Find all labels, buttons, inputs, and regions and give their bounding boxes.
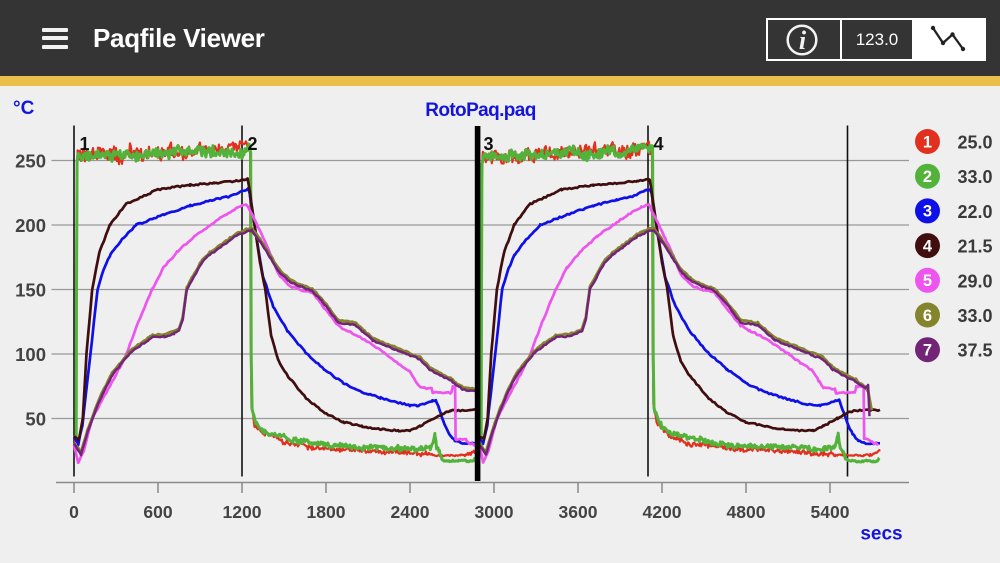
- svg-text:50: 50: [25, 409, 46, 430]
- svg-text:25.0: 25.0: [958, 133, 993, 153]
- svg-text:29.0: 29.0: [958, 271, 993, 291]
- svg-text:37.5: 37.5: [958, 341, 993, 361]
- svg-text:4200: 4200: [643, 502, 682, 522]
- svg-text:°C: °C: [13, 98, 35, 119]
- svg-text:150: 150: [15, 280, 46, 301]
- svg-text:secs: secs: [860, 524, 902, 545]
- svg-text:3000: 3000: [475, 502, 514, 522]
- svg-text:RotoPaq.paq: RotoPaq.paq: [425, 100, 536, 121]
- svg-text:600: 600: [143, 502, 172, 522]
- svg-text:33.0: 33.0: [958, 167, 993, 187]
- svg-text:3: 3: [484, 134, 494, 154]
- svg-text:4: 4: [654, 134, 664, 154]
- svg-text:3: 3: [923, 203, 932, 221]
- svg-text:100: 100: [15, 344, 46, 365]
- svg-text:4800: 4800: [727, 502, 766, 522]
- svg-text:21.5: 21.5: [958, 237, 993, 257]
- svg-text:5400: 5400: [811, 502, 850, 522]
- svg-text:1: 1: [80, 134, 90, 154]
- svg-text:3600: 3600: [559, 502, 598, 522]
- svg-text:6: 6: [923, 307, 932, 325]
- svg-text:1800: 1800: [307, 502, 346, 522]
- svg-text:i: i: [799, 26, 807, 55]
- svg-text:1: 1: [923, 133, 932, 151]
- svg-text:4: 4: [923, 237, 933, 255]
- svg-text:250: 250: [15, 151, 46, 172]
- svg-text:7: 7: [923, 342, 932, 360]
- svg-text:200: 200: [15, 215, 46, 236]
- svg-text:5: 5: [923, 272, 932, 290]
- svg-text:33.0: 33.0: [958, 306, 993, 326]
- svg-text:2: 2: [923, 168, 932, 186]
- svg-text:1200: 1200: [223, 502, 262, 522]
- svg-text:2400: 2400: [391, 502, 430, 522]
- svg-text:22.0: 22.0: [958, 202, 993, 222]
- svg-text:0: 0: [69, 502, 79, 522]
- svg-text:2: 2: [248, 134, 258, 154]
